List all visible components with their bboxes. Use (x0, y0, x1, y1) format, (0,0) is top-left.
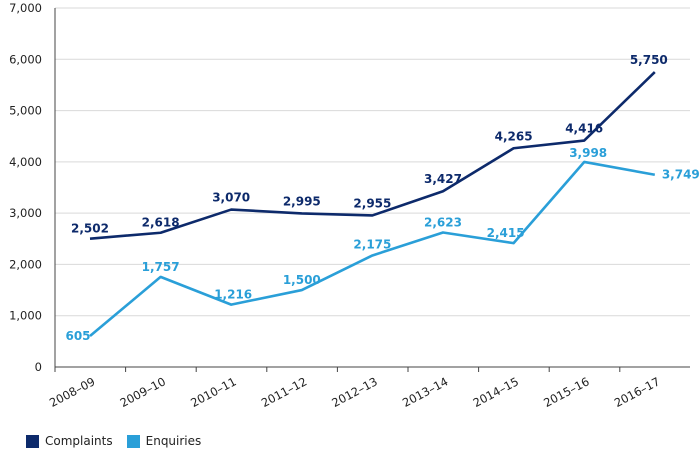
y-tick-label: 1,000 (9, 309, 42, 323)
data-label: 2,175 (353, 237, 391, 251)
data-label: 5,750 (630, 53, 668, 67)
x-tick-label: 2013–14 (400, 374, 450, 410)
legend-label-complaints: Complaints (45, 434, 113, 448)
y-tick-label: 0 (35, 360, 42, 374)
y-tick-label: 3,000 (9, 206, 42, 220)
data-label: 3,998 (569, 146, 607, 160)
series-line-complaints (89, 71, 656, 240)
data-label: 2,618 (142, 216, 180, 230)
data-labels: 2,502 2,618 3,070 2,995 2,955 3,427 4,265 4,416… (65, 53, 699, 343)
legend-item-complaints: Complaints (26, 434, 113, 448)
y-tick-label: 2,000 (9, 257, 42, 271)
data-label: 3,427 (424, 172, 462, 186)
x-tick-label: 2016–17 (612, 374, 662, 410)
data-label: 1,757 (142, 260, 180, 274)
data-label: 4,265 (495, 129, 533, 143)
series-lines (89, 71, 656, 337)
data-label: 4,416 (565, 122, 603, 136)
data-label: 2,502 (71, 222, 109, 236)
x-tick-label: 2009–10 (118, 374, 168, 410)
y-axis: 0 1,000 2,000 3,000 4,000 5,000 6,000 7,000 (9, 1, 56, 374)
x-tick-label: 2012–13 (329, 374, 379, 410)
legend-swatch-complaints (26, 434, 39, 448)
y-tick-label: 4,000 (9, 155, 42, 169)
y-tick-label: 5,000 (9, 104, 42, 118)
data-label: 2,955 (353, 196, 391, 210)
series-line-enquiries (89, 160, 656, 337)
data-label: 1,500 (283, 273, 321, 287)
y-tick-label: 7,000 (9, 1, 42, 15)
x-tick-label: 2010–11 (188, 374, 238, 410)
x-tick-label: 2008–09 (47, 374, 97, 410)
legend-label-enquiries: Enquiries (145, 434, 202, 448)
data-label: 1,216 (214, 288, 252, 302)
legend-swatch-enquiries (126, 434, 140, 448)
x-tick-label: 2015–16 (541, 374, 591, 410)
legend: Complaints Enquiries (26, 434, 215, 448)
gridlines (55, 7, 690, 368)
line-chart: 0 1,000 2,000 3,000 4,000 5,000 6,000 7,000 200… (9, 1, 700, 410)
x-tick-label: 2011–12 (259, 374, 309, 410)
x-tick-label: 2014–15 (471, 374, 521, 410)
data-label: 3,749 (662, 168, 700, 182)
legend-item-enquiries: Enquiries (126, 434, 202, 448)
data-label: 2,995 (283, 194, 321, 208)
data-label: 2,623 (424, 215, 462, 229)
data-label: 2,415 (487, 226, 525, 240)
data-label: 605 (65, 329, 90, 343)
y-tick-label: 6,000 (9, 52, 42, 66)
x-axis: 2008–09 2009–10 2010–11 2011–12 2012–13 2013–… (47, 367, 662, 410)
data-label: 3,070 (212, 191, 250, 205)
